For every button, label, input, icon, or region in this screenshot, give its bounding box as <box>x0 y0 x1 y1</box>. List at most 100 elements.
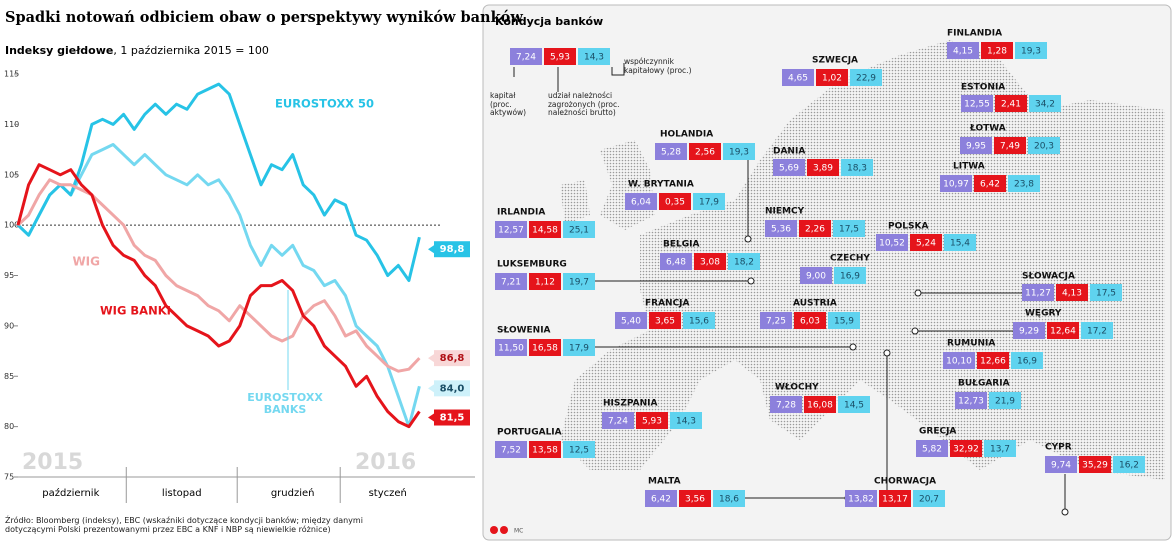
country-value: 7,49 <box>1000 142 1020 152</box>
country-value: 16,9 <box>1017 357 1037 367</box>
country-cell <box>1028 137 1060 154</box>
country-name: ESTONIA <box>961 83 1005 93</box>
country-value: 16,58 <box>532 344 558 354</box>
country-value: 18,3 <box>847 164 867 174</box>
country: HISZPANIA 7,24 5,93 14,3 <box>602 399 702 429</box>
country: BELGIA 6,48 3,08 18,2 <box>660 240 760 270</box>
country-cell <box>563 273 595 290</box>
legend-value: 5,93 <box>550 53 570 63</box>
country-value: 17,2 <box>1087 327 1107 337</box>
country-value: 7,24 <box>608 417 628 427</box>
country-value: 13,17 <box>882 495 908 505</box>
country-cell <box>1113 456 1145 473</box>
country-cell <box>913 490 945 507</box>
country-value: 3,08 <box>700 258 720 268</box>
chart-subtitle: Indeksy giełdowe, 1 października 2015 = … <box>5 44 269 57</box>
country: MALTA 6,42 3,56 18,6 <box>645 477 745 507</box>
legend-cell <box>578 48 610 65</box>
country-value: 6,42 <box>651 495 671 505</box>
country-value: 10,97 <box>943 180 969 190</box>
country-cell <box>799 220 831 237</box>
country-value: 3,56 <box>685 495 705 505</box>
country-cell <box>804 396 836 413</box>
country-value: 14,58 <box>532 226 558 236</box>
country: HOLANDIA 5,28 2,56 19,3 <box>655 130 755 160</box>
country-cell <box>876 234 908 251</box>
country-cell <box>1022 284 1054 301</box>
country-value: 4,13 <box>1062 289 1082 299</box>
country-value: 15,4 <box>950 239 970 249</box>
country-cell <box>602 412 634 429</box>
series-line <box>16 143 421 429</box>
end-pointer <box>428 354 434 363</box>
country-cell <box>563 339 595 356</box>
legend-cell <box>544 48 576 65</box>
y-tick-label: 100 <box>4 221 19 230</box>
country-value: 14,5 <box>844 401 864 411</box>
country-name: POLSKA <box>888 222 928 232</box>
y-tick-label: 75 <box>4 473 14 482</box>
country: ŁOTWA 9,95 7,49 20,3 <box>960 124 1060 154</box>
country-name: ŁOTWA <box>969 124 1006 134</box>
country-value: 0,35 <box>665 198 685 208</box>
country-cell <box>770 396 802 413</box>
country-value: 1,28 <box>987 47 1007 57</box>
country-value: 20,7 <box>919 495 939 505</box>
country: NIEMCY 5,36 2,26 17,5 <box>765 207 865 237</box>
year-label: 2015 <box>22 450 83 475</box>
country-name: FRANCJA <box>645 299 690 309</box>
country-cell <box>683 312 715 329</box>
country: RUMUNIA 10,10 12,66 16,9 <box>943 339 1043 369</box>
country: FRANCJA 5,40 3,65 15,6 <box>615 299 715 329</box>
country-cell <box>1029 95 1061 112</box>
country-name: CHORWACJA <box>874 477 936 487</box>
country-value: 16,2 <box>1119 461 1139 471</box>
country-name: BUŁGARIA <box>958 379 1010 389</box>
series-line <box>16 163 421 429</box>
country-cell <box>495 273 527 290</box>
country-value: 19,7 <box>569 278 589 288</box>
country-cell <box>974 175 1006 192</box>
country: WŁOCHY 7,28 16,08 14,5 <box>770 383 870 413</box>
map-title: Kondycja banków <box>495 15 603 28</box>
country-value: 17,9 <box>699 198 719 208</box>
country-cell <box>1090 284 1122 301</box>
country-value: 7,52 <box>501 446 521 456</box>
end-pointer <box>428 413 434 422</box>
country-cell <box>495 441 527 458</box>
series-label: WIG <box>72 255 100 269</box>
country-name: SŁOWENIA <box>497 326 551 336</box>
country: BUŁGARIA 12,73 21,9 <box>955 379 1021 409</box>
country-cell <box>694 253 726 270</box>
country-cell <box>943 352 975 369</box>
country-cell <box>879 490 911 507</box>
country-cell <box>495 221 527 238</box>
country-cell <box>800 267 832 284</box>
country-cell <box>723 143 755 160</box>
country-cell <box>977 352 1009 369</box>
country: LUKSEMBURG 7,21 1,12 19,7 <box>495 260 595 290</box>
y-tick-label: 115 <box>4 70 19 79</box>
country-cell <box>841 159 873 176</box>
end-label: 84,0 <box>440 383 465 394</box>
country-cell <box>1047 322 1079 339</box>
chart-title: Spadki notowań odbiciem obaw o perspekty… <box>5 9 523 26</box>
subtitle-rest: , 1 października 2015 = 100 <box>113 44 269 57</box>
country-value: 3,65 <box>655 317 675 327</box>
country-value: 9,74 <box>1051 461 1071 471</box>
end-label: 98,8 <box>440 244 465 255</box>
country: POLSKA 10,52 5,24 15,4 <box>876 222 976 251</box>
country-value: 9,95 <box>966 142 986 152</box>
y-tick-label: 90 <box>4 321 14 330</box>
country-value: 15,6 <box>689 317 709 327</box>
country-value: 12,73 <box>958 397 984 407</box>
country-value: 13,58 <box>532 446 558 456</box>
country-name: LITWA <box>953 162 985 172</box>
country-value: 17,5 <box>839 225 859 235</box>
country-cell <box>845 490 877 507</box>
country-cell <box>529 339 561 356</box>
end-label-box <box>434 241 470 258</box>
country-value: 13,7 <box>990 445 1010 455</box>
country-value: 35,29 <box>1082 461 1108 471</box>
country-value: 16,9 <box>840 272 860 282</box>
